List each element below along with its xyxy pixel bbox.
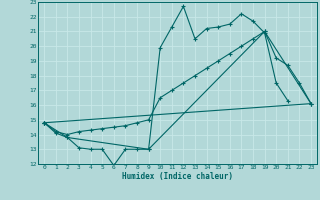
X-axis label: Humidex (Indice chaleur): Humidex (Indice chaleur) — [122, 172, 233, 181]
